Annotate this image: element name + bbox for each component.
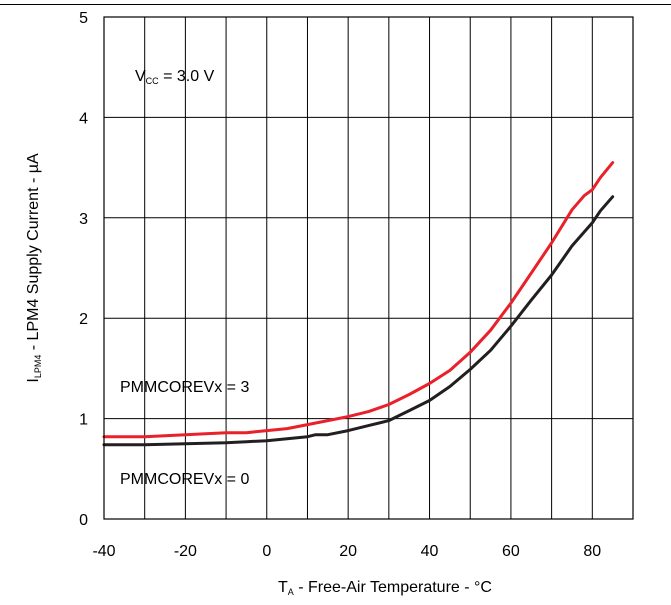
y-tick-label: 1 (79, 412, 88, 429)
x-axis-label: TA - Free-Air Temperature - °C (278, 579, 492, 597)
x-tick-label: -40 (92, 543, 115, 560)
top-rule (0, 4, 671, 5)
tick-labels: -40 -20 0 20 40 60 80 0 1 2 3 4 5 (79, 10, 601, 560)
x-tick-label: 20 (339, 543, 357, 560)
x-tick-label: 0 (262, 543, 271, 560)
y-tick-label: 0 (79, 512, 88, 529)
annotation-pmmcorevx-0: PMMCOREVx = 0 (120, 471, 249, 488)
y-tick-label: 4 (79, 110, 88, 127)
x-tick-label: -20 (174, 543, 197, 560)
y-axis-label: ILPM4 - LPM4 Supply Current - µA (25, 153, 43, 383)
x-tick-label: 40 (421, 543, 439, 560)
y-tick-label: 2 (79, 311, 88, 328)
y-tick-label: 5 (79, 10, 88, 27)
y-tick-label: 3 (79, 211, 88, 228)
series-line-pmmcorevx-3 (102, 161, 615, 439)
annotation-pmmcorevx-3: PMMCOREVx = 3 (120, 379, 249, 396)
x-tick-label: 80 (583, 543, 601, 560)
annotation-vcc: VCC = 3.0 V (135, 68, 215, 86)
plot-frame (103, 16, 634, 520)
x-tick-label: 60 (502, 543, 520, 560)
series-layer (102, 161, 615, 447)
series-line-pmmcorevx-0 (102, 195, 615, 447)
